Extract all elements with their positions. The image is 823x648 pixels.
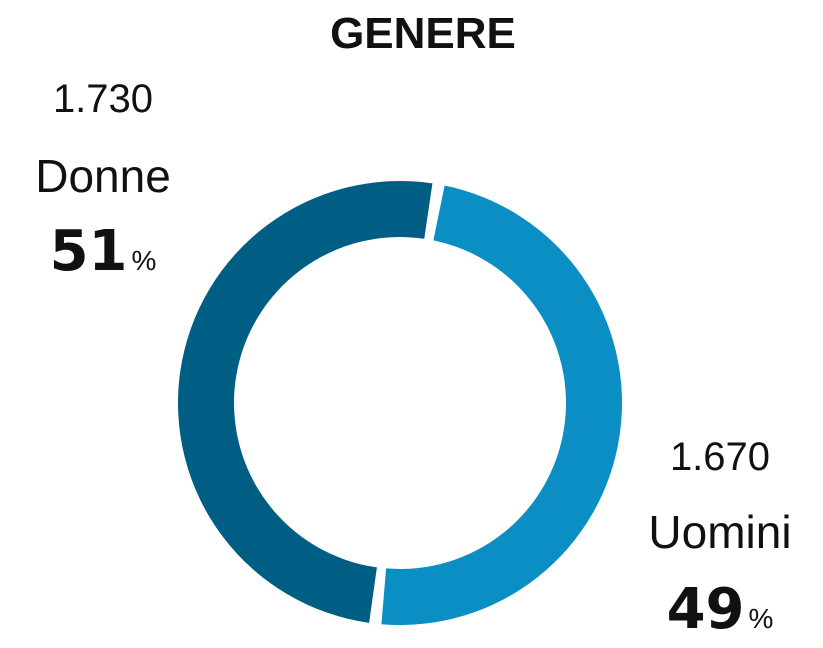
- percent-suffix: %: [749, 603, 774, 634]
- count-label: 1.730: [53, 77, 153, 121]
- count-label: 1.670: [670, 435, 770, 479]
- category-label: Uomini: [648, 506, 791, 558]
- donut-segment: [381, 185, 623, 626]
- percent-value: 51: [50, 219, 128, 284]
- donut-segment: [178, 181, 433, 623]
- chart-title: GENERE: [330, 9, 516, 58]
- category-label: Donne: [35, 150, 171, 202]
- percent-suffix: %: [132, 245, 157, 276]
- percent-label: 49%: [667, 577, 774, 642]
- percent-label: 51%: [50, 219, 157, 284]
- percent-value: 49: [667, 577, 745, 642]
